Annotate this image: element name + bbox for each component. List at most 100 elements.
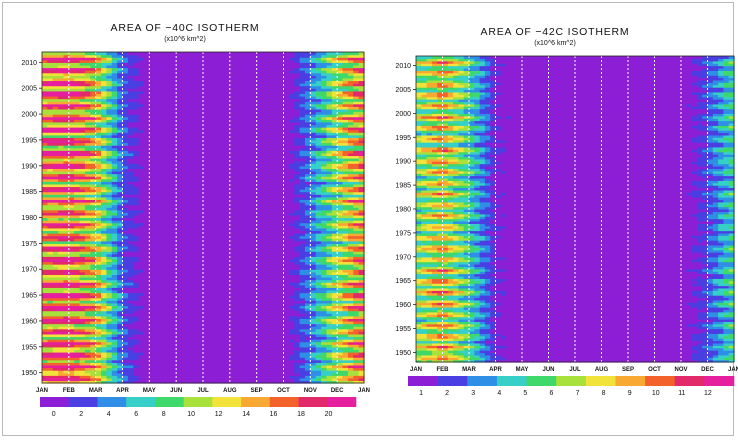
heatmap-cell xyxy=(122,341,129,345)
heatmap-cell xyxy=(117,359,124,363)
heatmap-cell xyxy=(197,364,204,369)
heatmap-cell xyxy=(192,308,199,312)
heatmap-cell xyxy=(74,359,81,363)
heatmap-cell xyxy=(213,297,220,301)
heatmap-cell xyxy=(358,295,365,299)
heatmap-cell xyxy=(160,209,167,213)
heatmap-cell xyxy=(213,230,220,234)
heatmap-cell xyxy=(304,339,311,343)
heatmap-cell xyxy=(106,318,113,322)
heatmap-cell xyxy=(47,276,54,281)
heatmap-cell xyxy=(170,220,177,224)
heatmap-cell xyxy=(79,168,86,172)
heatmap-cell xyxy=(181,212,188,216)
heatmap-cell xyxy=(42,372,48,376)
heatmap-cell xyxy=(68,199,75,203)
heatmap-cell xyxy=(52,248,59,252)
heatmap-cell xyxy=(283,344,290,348)
heatmap-cell xyxy=(342,323,349,327)
heatmap-cell xyxy=(68,258,75,263)
heatmap-cell xyxy=(278,364,285,369)
heatmap-cell xyxy=(197,217,204,221)
heatmap-cell xyxy=(95,284,102,288)
heatmap-cell xyxy=(288,173,295,177)
heatmap-cell xyxy=(245,264,252,268)
heatmap-cell xyxy=(52,227,59,232)
heatmap-cell xyxy=(186,243,193,247)
heatmap-cell xyxy=(186,328,193,332)
heatmap-cell xyxy=(245,295,252,299)
heatmap-cell xyxy=(229,326,236,330)
heatmap-cell xyxy=(203,264,209,268)
heatmap-cell xyxy=(219,279,226,283)
heatmap-cell xyxy=(304,331,311,335)
heatmap-cell xyxy=(315,245,322,250)
heatmap-cell xyxy=(229,377,236,382)
heatmap-cell xyxy=(342,282,349,286)
heatmap-cell xyxy=(240,256,247,260)
heatmap-cell xyxy=(240,199,247,203)
heatmap-cell xyxy=(42,302,48,307)
heatmap-cell xyxy=(192,318,199,322)
heatmap-cell xyxy=(299,199,306,203)
heatmap-cell xyxy=(240,331,247,335)
heatmap-cell xyxy=(160,295,167,299)
heatmap-cell xyxy=(58,227,65,232)
heatmap-cell xyxy=(165,178,172,182)
heatmap-cell xyxy=(315,207,322,211)
heatmap-cell xyxy=(347,186,354,190)
heatmap-cell xyxy=(160,328,167,332)
heatmap-cell xyxy=(304,178,311,182)
heatmap-cell xyxy=(272,377,279,382)
heatmap-cell xyxy=(154,377,161,382)
heatmap-cell xyxy=(331,282,338,286)
heatmap-cell xyxy=(245,233,252,237)
heatmap-cell xyxy=(278,375,285,379)
heatmap-cell xyxy=(310,310,317,314)
heatmap-cell xyxy=(321,212,328,216)
heatmap-cell xyxy=(310,258,317,263)
heatmap-cell xyxy=(304,191,311,195)
heatmap-cell xyxy=(122,256,129,260)
heatmap-cell xyxy=(68,289,75,294)
heatmap-cell xyxy=(90,170,97,175)
heatmap-cell xyxy=(63,178,70,182)
heatmap-cell xyxy=(84,336,91,340)
heatmap-cell xyxy=(127,230,134,234)
heatmap-cell xyxy=(95,313,102,317)
heatmap-cell xyxy=(299,323,306,327)
heatmap-cell xyxy=(299,191,306,195)
heatmap-cell xyxy=(353,217,360,221)
heatmap-cell xyxy=(203,214,209,219)
heatmap-cell xyxy=(240,235,247,239)
heatmap-cell xyxy=(127,300,134,304)
heatmap-cell xyxy=(251,308,258,312)
heatmap-cell xyxy=(58,176,65,180)
heatmap-cell xyxy=(154,256,161,260)
heatmap-cell xyxy=(84,323,91,327)
heatmap-cell xyxy=(283,253,290,257)
heatmap-cell xyxy=(52,362,59,366)
heatmap-cell xyxy=(58,377,65,382)
heatmap-cell xyxy=(111,212,118,216)
heatmap-cell xyxy=(63,336,70,340)
heatmap-cell xyxy=(58,191,65,195)
heatmap-cell xyxy=(154,315,161,319)
heatmap-cell xyxy=(245,302,252,307)
heatmap-cell xyxy=(176,170,183,175)
heatmap-cell xyxy=(63,271,70,275)
heatmap-cell xyxy=(154,253,161,257)
heatmap-cell xyxy=(68,212,75,216)
heatmap-cell xyxy=(208,240,215,244)
heatmap-cell xyxy=(181,333,188,338)
heatmap-cell xyxy=(229,320,236,325)
heatmap-cell xyxy=(315,222,322,226)
heatmap-cell xyxy=(117,225,124,229)
heatmap-cell xyxy=(262,183,268,188)
heatmap-cell xyxy=(42,245,48,250)
heatmap-cell xyxy=(170,349,177,353)
heatmap-cell xyxy=(219,323,226,327)
heatmap-cell xyxy=(331,173,338,177)
heatmap-cell xyxy=(143,323,150,327)
heatmap-cell xyxy=(304,380,311,384)
